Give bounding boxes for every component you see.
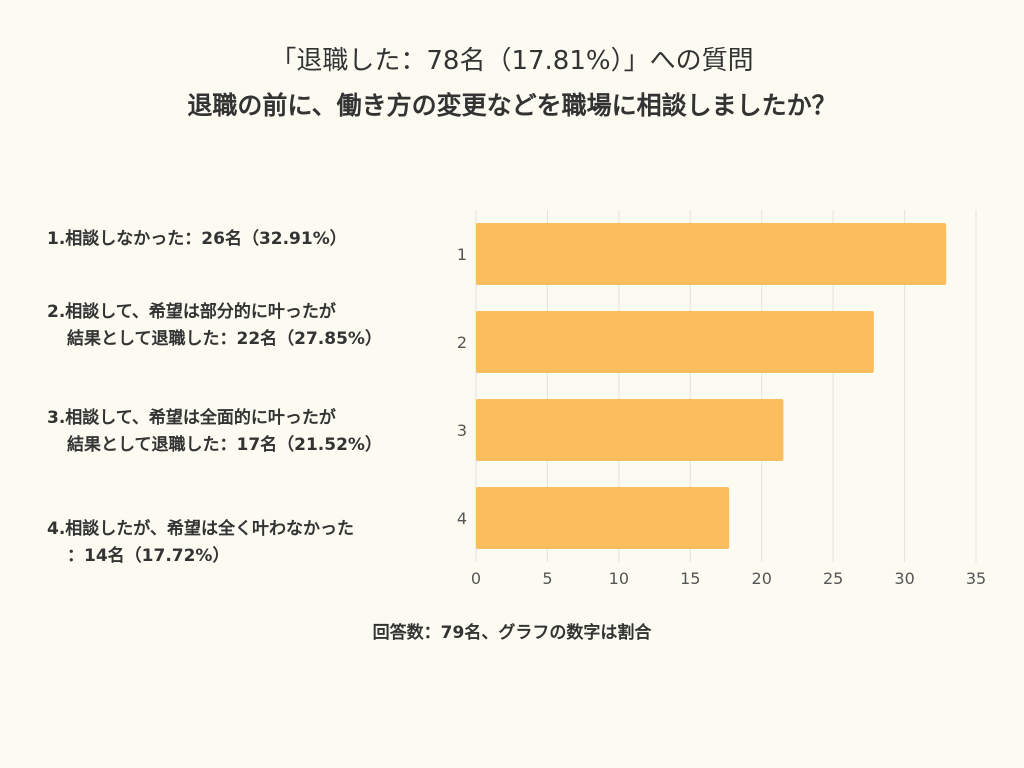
category-label-3: 3.相談して、希望は全面的に叶ったが 結果として退職した：17名（21.52%） <box>47 405 447 459</box>
category-label-1: 1.相談しなかった：26名（32.91%） <box>47 226 447 253</box>
category-label-3-line1: 3.相談して、希望は全面的に叶ったが <box>47 408 336 428</box>
x-tick-label-35: 35 <box>966 569 986 588</box>
bar-4 <box>476 487 730 549</box>
x-tick-label-10: 10 <box>609 569 629 588</box>
y-tick-label-1: 1 <box>457 245 467 264</box>
category-label-4-line1: 4.相談したが、希望は全く叶わなかった <box>47 519 354 539</box>
bar-2 <box>476 311 874 373</box>
x-tick-label-5: 5 <box>542 569 552 588</box>
x-tick-label-25: 25 <box>823 569 843 588</box>
category-label-2: 2.相談して、希望は部分的に叶ったが 結果として退職した：22名（27.85%） <box>47 299 447 353</box>
bar-chart: 1 2 3 4 0 5 10 15 20 25 30 35 <box>457 210 986 588</box>
category-label-4: 4.相談したが、希望は全く叶わなかった ：14名（17.72%） <box>47 516 447 570</box>
category-label-4-line2: ：14名（17.72%） <box>67 546 230 566</box>
bar-1 <box>476 223 947 285</box>
chart-title-line1: 「退職した：78名（17.81%）」への質問 <box>270 46 754 76</box>
x-tick-label-0: 0 <box>471 569 481 588</box>
y-tick-label-2: 2 <box>457 333 467 352</box>
category-label-3-line2: 結果として退職した：17名（21.52%） <box>67 435 382 455</box>
footnote: 回答数：79名、グラフの数字は割合 <box>372 623 652 643</box>
x-tick-label-30: 30 <box>894 569 914 588</box>
chart-title-line2: 退職の前に、働き方の変更などを職場に相談しましたか？ <box>187 91 837 120</box>
bar-3 <box>476 399 784 461</box>
x-tick-label-15: 15 <box>680 569 700 588</box>
y-tick-label-3: 3 <box>457 421 467 440</box>
category-label-1-line1: 1.相談しなかった：26名（32.91%） <box>47 229 347 249</box>
category-label-2-line2: 結果として退職した：22名（27.85%） <box>67 329 382 349</box>
category-label-2-line1: 2.相談して、希望は部分的に叶ったが <box>47 302 336 322</box>
y-tick-label-4: 4 <box>457 509 467 528</box>
x-tick-label-20: 20 <box>752 569 772 588</box>
